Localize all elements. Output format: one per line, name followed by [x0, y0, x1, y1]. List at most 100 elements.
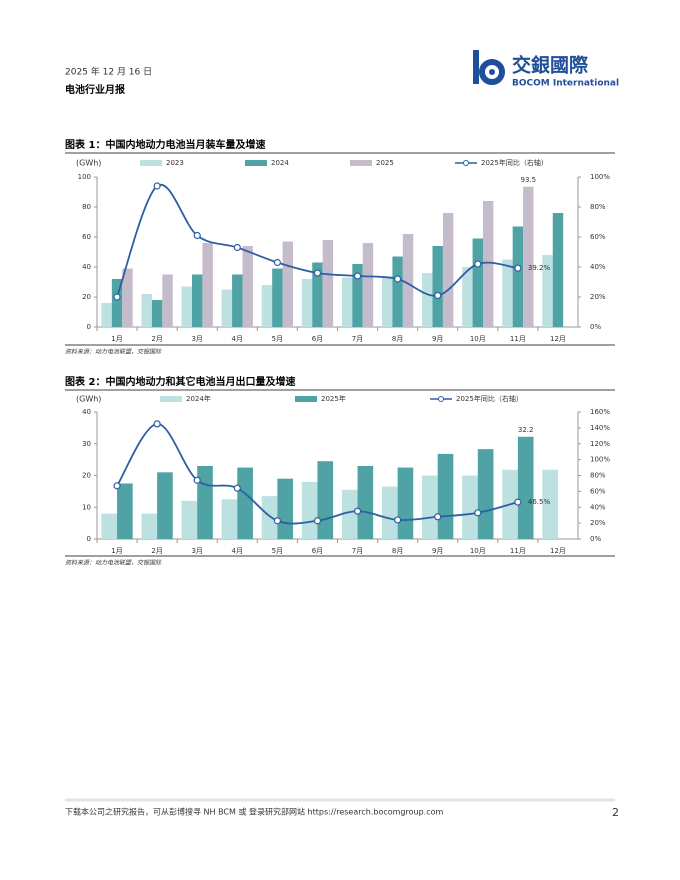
bar [422, 273, 433, 327]
line-point [474, 509, 482, 517]
bar [483, 201, 494, 327]
legend-label: 2025年 [321, 394, 346, 403]
bar [232, 274, 243, 327]
logo-text-en: BOCOM International [512, 79, 619, 89]
bar [472, 238, 484, 327]
bar [162, 274, 173, 327]
line-point [434, 513, 442, 521]
bar [261, 285, 273, 327]
line-point [233, 484, 241, 492]
y2-tick-label: 160% [590, 408, 610, 416]
y-tick-label: 0 [87, 323, 91, 331]
bar [502, 259, 513, 327]
bar [141, 513, 158, 539]
y2-tick-label: 40% [590, 503, 606, 511]
x-tick-label: 5月 [272, 335, 283, 343]
legend-swatch [350, 160, 372, 166]
line-point [313, 517, 322, 525]
bar [341, 489, 358, 539]
legend-swatch [140, 160, 162, 166]
bar [151, 300, 163, 327]
data-label: 93.5 [520, 176, 536, 184]
data-label: 39.2% [528, 264, 551, 272]
y2-tick-label: 80% [590, 203, 606, 211]
bar [282, 241, 294, 327]
bar [272, 268, 283, 327]
bar [197, 465, 213, 539]
x-tick-label: 8月 [392, 335, 403, 343]
line-point [353, 507, 362, 515]
bar [111, 279, 123, 327]
bar [242, 246, 253, 327]
y-tick-label: 0 [87, 535, 91, 543]
bar [202, 243, 213, 327]
x-tick-label: 1月 [111, 335, 122, 343]
source-note: 资料来源：动力电池联盟，交银国际 [65, 559, 162, 567]
bar [317, 461, 334, 539]
y2-tick-label: 20% [590, 519, 606, 527]
x-tick-label: 4月 [232, 335, 243, 343]
bar [517, 436, 534, 539]
bar [523, 186, 534, 327]
bar [101, 513, 118, 539]
y2-tick-label: 40% [590, 263, 606, 271]
chart-title: 图表 2：中国内地动力和其它电池当月出口量及增速 [65, 375, 295, 388]
y-tick-label: 40 [82, 263, 91, 271]
data-label: 32.2 [518, 426, 534, 434]
bar [512, 226, 524, 327]
bar [422, 475, 438, 539]
x-tick-label: 7月 [352, 547, 363, 555]
legend-label: 2025年同比（右轴） [481, 158, 548, 167]
line-point [153, 182, 161, 190]
x-tick-label: 6月 [312, 547, 323, 555]
bar [552, 213, 564, 327]
line-point [273, 258, 281, 267]
bar [181, 286, 192, 327]
x-tick-label: 10月 [470, 547, 486, 555]
page-number: 2 [612, 806, 619, 819]
bar [301, 481, 318, 539]
legend-swatch [295, 396, 317, 402]
bar [432, 246, 443, 327]
line-point [273, 517, 281, 525]
line [116, 183, 519, 298]
bar [402, 234, 414, 327]
bar [462, 475, 478, 539]
x-tick-label: 2月 [151, 335, 162, 343]
y2-tick-label: 80% [590, 472, 606, 480]
legend-label: 2024 [271, 159, 289, 167]
x-tick-label: 8月 [392, 547, 403, 555]
bar [312, 262, 323, 327]
bar [381, 276, 393, 327]
line-point [113, 482, 121, 490]
legend-label: 2024年 [186, 394, 211, 403]
legend-label: 2025年同比（右轴） [456, 394, 523, 403]
bar [357, 465, 374, 539]
date: 2025 年 12 月 16 日 [65, 66, 152, 78]
line-point [233, 243, 241, 252]
legend-label: 2025 [376, 159, 394, 167]
bar [352, 264, 363, 327]
bar [362, 243, 374, 327]
x-tick-label: 12月 [550, 547, 566, 555]
footer-text: 下载本公司之研究报告，可从彭博搜寻 NH BCM 或 登录研究部网站 https… [65, 807, 444, 817]
y-tick-label: 60 [82, 233, 91, 241]
x-tick-label: 10月 [470, 335, 486, 343]
bar [261, 496, 278, 539]
y2-tick-label: 60% [590, 487, 606, 495]
y-tick-label: 20 [82, 472, 91, 480]
line-point [113, 293, 121, 301]
bar [157, 472, 173, 539]
y2-tick-label: 20% [590, 293, 606, 301]
x-tick-label: 3月 [191, 335, 202, 343]
x-tick-label: 11月 [510, 335, 526, 343]
y2-tick-label: 100% [590, 173, 610, 181]
line-point [394, 275, 402, 283]
logo-icon [473, 50, 505, 85]
legend-swatch [160, 396, 182, 402]
x-tick-label: 4月 [232, 547, 243, 555]
data-label: 46.5% [528, 498, 551, 506]
x-tick-label: 11月 [510, 547, 526, 555]
